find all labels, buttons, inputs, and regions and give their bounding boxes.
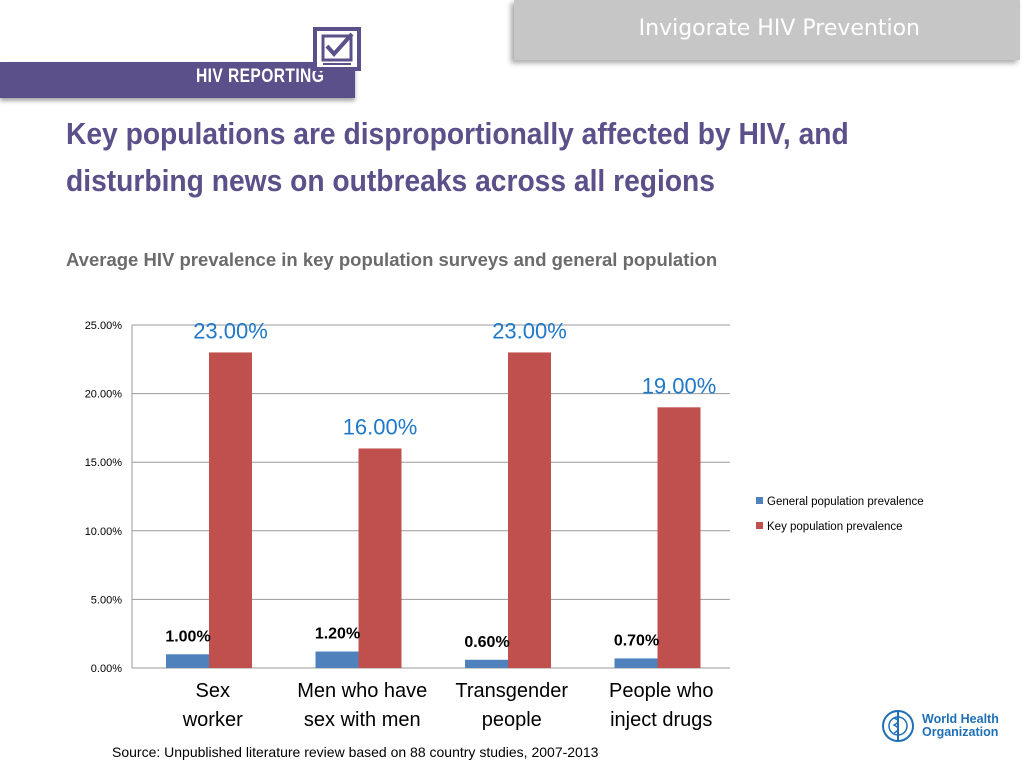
general-value-label: 0.70% <box>614 632 659 649</box>
category-label: inject drugs <box>610 709 712 731</box>
header-banner: Invigorate HIV Prevention <box>514 0 1020 60</box>
key-bar <box>358 448 402 668</box>
category-label: people <box>482 709 542 731</box>
category-label: Sex <box>196 680 230 702</box>
legend-swatch <box>756 497 763 504</box>
slide-title: Key populations are disproportionally af… <box>66 116 849 198</box>
y-tick-label: 15.00% <box>85 457 123 469</box>
category-label: Transgender <box>455 680 568 702</box>
who-logo-text: World Health Organization <box>922 713 999 739</box>
who-line-2: Organization <box>922 725 999 739</box>
checkbox-icon <box>313 27 361 71</box>
key-value-label: 23.00% <box>492 318 567 343</box>
category-label: worker <box>182 709 243 731</box>
who-emblem-icon <box>882 710 914 742</box>
category-label: sex with men <box>304 709 421 731</box>
general-bar <box>166 654 209 668</box>
y-tick-label: 10.00% <box>85 526 123 538</box>
key-value-label: 19.00% <box>642 373 717 398</box>
legend-label: General population prevalence <box>767 496 924 508</box>
key-bar <box>657 407 701 668</box>
banner-title: Invigorate HIV Prevention <box>638 16 920 41</box>
y-tick-label: 5.00% <box>91 594 122 606</box>
key-bar <box>508 352 551 668</box>
key-value-label: 16.00% <box>343 414 418 439</box>
y-tick-label: 0.00% <box>91 663 122 675</box>
key-bar <box>209 352 252 668</box>
chart-subtitle: Average HIV prevalence in key population… <box>66 249 718 270</box>
general-value-label: 1.20% <box>315 626 360 643</box>
category-label: Men who have <box>297 680 427 702</box>
general-value-label: 0.60% <box>464 634 509 651</box>
general-value-label: 1.00% <box>165 628 210 645</box>
legend-label: Key population prevalence <box>767 521 903 533</box>
hiv-reporting-logo-text: HIV REPORTING <box>196 66 325 87</box>
category-label: People who <box>609 680 714 702</box>
general-bar <box>315 651 359 668</box>
who-line-1: World Health <box>922 712 999 726</box>
general-bar <box>465 659 508 668</box>
key-value-label: 23.00% <box>193 318 268 343</box>
prevalence-bar-chart: 0.00% 5.00% 10.00% 15.00% 20.00% 25.00% 23.00%… <box>85 318 924 731</box>
y-tick-label: 20.00% <box>85 389 123 401</box>
general-bar <box>614 658 658 668</box>
legend-swatch <box>756 522 763 529</box>
hiv-reporting-logo-bar <box>0 62 355 98</box>
y-tick-label: 25.00% <box>85 320 123 332</box>
source-note: Source: Unpublished literature review ba… <box>112 744 599 760</box>
